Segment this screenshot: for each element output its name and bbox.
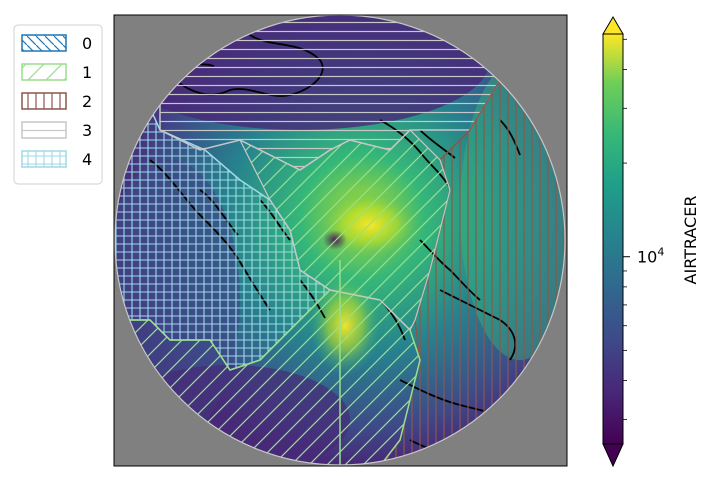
legend: 0 1 2 3 4 [13,24,103,185]
colorbar-extend-min [602,443,624,468]
legend-swatch-2 [21,92,67,110]
colorbar-tick-label: 104 [637,246,664,267]
legend-swatch-4 [21,150,67,168]
map-axes [113,14,568,467]
legend-swatch-1 [21,63,67,81]
legend-label-3: 3 [82,121,92,140]
map-frame [113,14,568,467]
legend-swatch-3 [21,121,67,139]
colorbar: 104 AIRTRACER [602,16,700,468]
colorbar-extend-max [602,16,624,35]
colorbar-label: AIRTRACER [681,196,700,285]
legend-label-4: 4 [82,150,92,169]
colorbar-gradient [602,33,624,445]
region-0 [238,129,451,332]
legend-label-2: 2 [82,92,92,111]
legend-label-0: 0 [82,34,92,53]
legend-label-1: 1 [82,63,92,82]
legend-swatch-0 [21,34,67,52]
